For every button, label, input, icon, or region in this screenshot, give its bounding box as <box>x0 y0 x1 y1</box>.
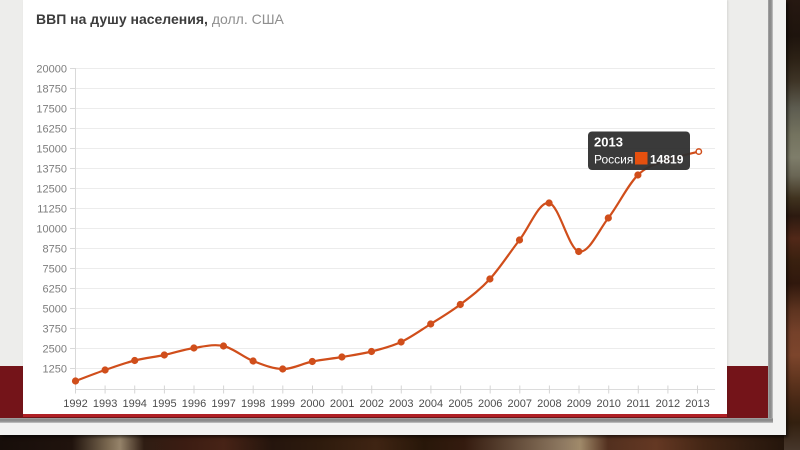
svg-text:1999: 1999 <box>271 398 295 410</box>
svg-text:5000: 5000 <box>43 304 67 316</box>
svg-text:2004: 2004 <box>419 398 443 410</box>
svg-text:1997: 1997 <box>211 398 235 410</box>
svg-text:1993: 1993 <box>93 398 117 410</box>
svg-text:6250: 6250 <box>43 284 67 296</box>
svg-text:18750: 18750 <box>36 84 67 96</box>
svg-text:3750: 3750 <box>43 324 67 336</box>
svg-text:2001: 2001 <box>330 398 354 410</box>
svg-text:1996: 1996 <box>182 398 206 410</box>
svg-text:2002: 2002 <box>359 398 383 410</box>
svg-text:2008: 2008 <box>537 398 561 410</box>
svg-text:2003: 2003 <box>389 398 413 410</box>
svg-text:1995: 1995 <box>152 398 176 410</box>
svg-text:2500: 2500 <box>43 344 67 356</box>
svg-text:2009: 2009 <box>567 398 591 410</box>
svg-text:2000: 2000 <box>300 398 324 410</box>
svg-text:16250: 16250 <box>36 124 67 136</box>
svg-text:1994: 1994 <box>122 398 146 410</box>
svg-text:2005: 2005 <box>448 398 472 410</box>
svg-text:2010: 2010 <box>596 398 620 410</box>
svg-text:10000: 10000 <box>36 224 67 236</box>
svg-text:15000: 15000 <box>36 144 67 156</box>
svg-text:20000: 20000 <box>36 64 67 76</box>
svg-text:11250: 11250 <box>37 204 67 216</box>
svg-text:2013: 2013 <box>685 398 709 410</box>
svg-text:2011: 2011 <box>626 398 650 410</box>
svg-text:7500: 7500 <box>43 264 67 276</box>
svg-text:2012: 2012 <box>656 398 680 410</box>
svg-text:1998: 1998 <box>241 398 265 410</box>
svg-text:8750: 8750 <box>43 244 67 256</box>
svg-text:1992: 1992 <box>63 398 87 410</box>
svg-text:2013: 2013 <box>594 135 623 150</box>
svg-text:13750: 13750 <box>36 164 67 176</box>
svg-text:12500: 12500 <box>36 184 67 196</box>
svg-text:1250: 1250 <box>43 364 67 376</box>
svg-text:17500: 17500 <box>36 104 67 116</box>
svg-text:14819: 14819 <box>650 153 684 167</box>
svg-text:2006: 2006 <box>478 398 502 410</box>
svg-text:Россия: Россия <box>594 153 633 167</box>
svg-text:2007: 2007 <box>508 398 532 410</box>
